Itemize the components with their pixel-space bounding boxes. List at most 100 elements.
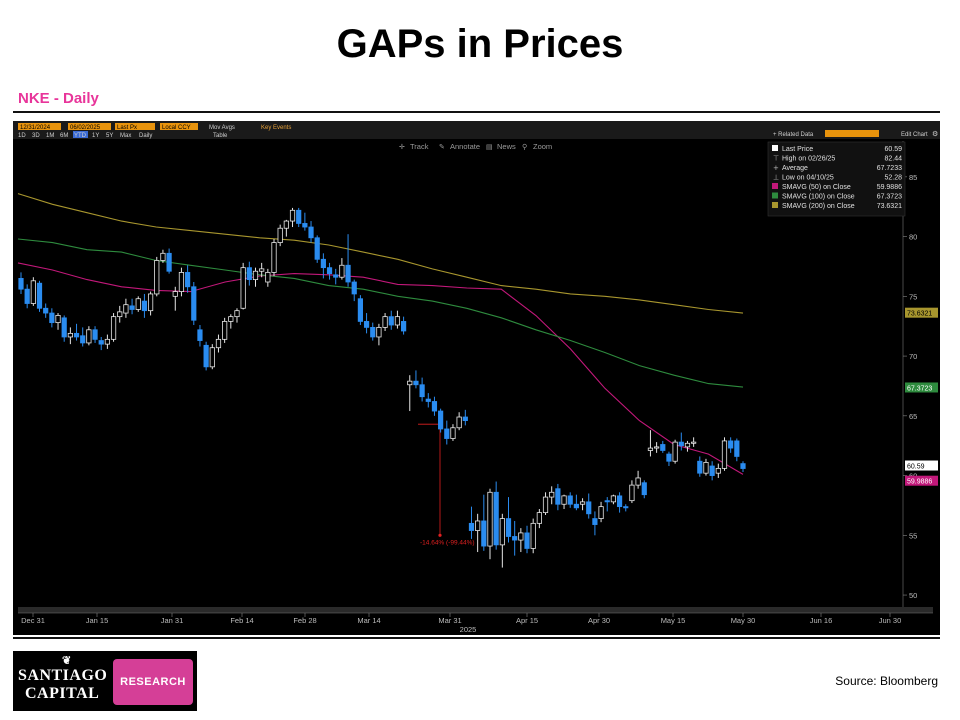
price-tag-label-sma200: 73.6321 [907, 311, 932, 318]
candle-body [407, 380, 413, 386]
candle-body [363, 321, 370, 328]
end-date-field[interactable] [68, 123, 111, 130]
period-button-ytd[interactable]: YTD [74, 133, 87, 139]
candle-body [481, 520, 487, 547]
related-data-field[interactable] [825, 130, 879, 137]
crosshair-icon: ✛ [399, 143, 405, 151]
y-tick-label: 65 [909, 412, 917, 421]
price-tag-label-sma100: 67.3723 [907, 385, 932, 392]
candle-body [67, 332, 73, 338]
candle-body [370, 326, 376, 338]
candle-body [654, 446, 660, 449]
key-events-toggle[interactable]: Key Events [261, 125, 291, 131]
bloomberg-chart-panel: 12/31/2024 06/02/2025 Last Px Local CCY … [13, 121, 940, 635]
related-data-button[interactable]: + Related Data [773, 132, 814, 138]
legend-swatch [772, 192, 778, 199]
candle-body [191, 286, 197, 321]
price-tag-label-last: 60.59 [907, 464, 925, 471]
news-icon: ▤ [486, 143, 493, 151]
currency-dropdown[interactable] [160, 123, 198, 130]
candle-body [555, 488, 561, 505]
candle-body [283, 220, 289, 229]
candle-body [468, 522, 475, 531]
legend-swatch [772, 202, 778, 208]
track-button[interactable]: Track [410, 142, 429, 151]
price-tag-sma50 [905, 475, 938, 486]
candle-body [388, 316, 394, 326]
candle-body [222, 321, 228, 340]
chart-subtitle: NKE - Daily [18, 90, 99, 107]
candle-body [419, 384, 425, 398]
period-button-1d[interactable]: 1D [18, 133, 26, 139]
candle-body [30, 280, 36, 304]
candle-body [246, 267, 252, 281]
zoom-button[interactable]: Zoom [533, 142, 552, 151]
price-tags: 73.6321 67.3723 60.59 59.9886 [905, 307, 938, 486]
candle-body [24, 288, 30, 304]
candle-body [234, 310, 240, 318]
candle-body [296, 209, 302, 224]
price-tag-label-sma50: 59.9886 [907, 479, 932, 486]
toolbar-background [13, 121, 940, 139]
candle-body [333, 274, 339, 278]
candle-body [43, 307, 49, 314]
candle-body [629, 484, 635, 502]
candle-body [326, 267, 333, 275]
x-tick-label: May 30 [731, 616, 756, 625]
candle-body [444, 428, 450, 439]
source-note: Source: Bloomberg [835, 674, 938, 688]
candle-body [586, 501, 592, 515]
logo-research-badge: RESEARCH [113, 659, 193, 705]
period-button-5y[interactable]: 5Y [106, 133, 113, 139]
candle-body [271, 242, 277, 273]
candle-body [579, 501, 586, 505]
candle-body [462, 416, 468, 421]
candle-body [493, 491, 499, 546]
start-date-field[interactable] [18, 123, 61, 130]
candle-body [678, 441, 684, 447]
table-button[interactable]: Table [213, 133, 228, 139]
candle-body [123, 304, 129, 314]
candle-body [55, 315, 61, 324]
average-marker-icon: + [773, 164, 779, 172]
legend-value: 73.6321 [877, 203, 902, 210]
candle-body [728, 440, 734, 449]
moving-average-lines [17, 193, 744, 475]
x-tick-label: Jun 16 [810, 616, 833, 625]
period-button-1m[interactable]: 1M [46, 133, 54, 139]
frequency-dropdown[interactable]: Daily [139, 133, 152, 139]
last-px-dropdown[interactable] [115, 123, 155, 130]
candle-body [505, 518, 512, 537]
mov-avgs-toggle[interactable]: Mov Avgs [209, 125, 235, 131]
period-button-max[interactable]: Max [120, 133, 131, 139]
candle-body [438, 410, 444, 430]
candle-body [154, 260, 160, 295]
candle-body [228, 316, 234, 322]
annotate-button[interactable]: Annotate [450, 142, 480, 151]
price-chart: 12/31/2024 06/02/2025 Last Px Local CCY … [13, 121, 940, 634]
legend-label: SMAVG (200) on Close [782, 203, 855, 210]
news-button[interactable]: News [497, 142, 516, 151]
candle-body [265, 272, 271, 283]
candle-body [320, 258, 326, 269]
candle-body [660, 444, 666, 451]
candle-body [567, 495, 573, 505]
candle-body [413, 380, 419, 386]
period-button-3d[interactable]: 3D [32, 133, 40, 139]
period-button-6m[interactable]: 6M [60, 133, 68, 139]
candle-body [610, 495, 617, 503]
candle-body [277, 227, 283, 243]
edit-chart-button[interactable]: Edit Chart [901, 132, 928, 138]
legend-label: Last Price [782, 146, 813, 153]
price-tag-last [905, 460, 938, 471]
gear-icon[interactable]: ⚙ [932, 130, 938, 138]
candle-body [98, 340, 104, 345]
x-tick-label: Dec 31 [21, 616, 45, 625]
x-tick-label: Jan 15 [86, 616, 109, 625]
period-button-1y[interactable]: 1Y [92, 133, 99, 139]
candle-body [259, 268, 265, 272]
candle-body [252, 270, 259, 281]
x-tick-label: Jun 30 [879, 616, 902, 625]
gap-end-dot [438, 533, 442, 537]
x-tick-label: Apr 15 [516, 616, 538, 625]
